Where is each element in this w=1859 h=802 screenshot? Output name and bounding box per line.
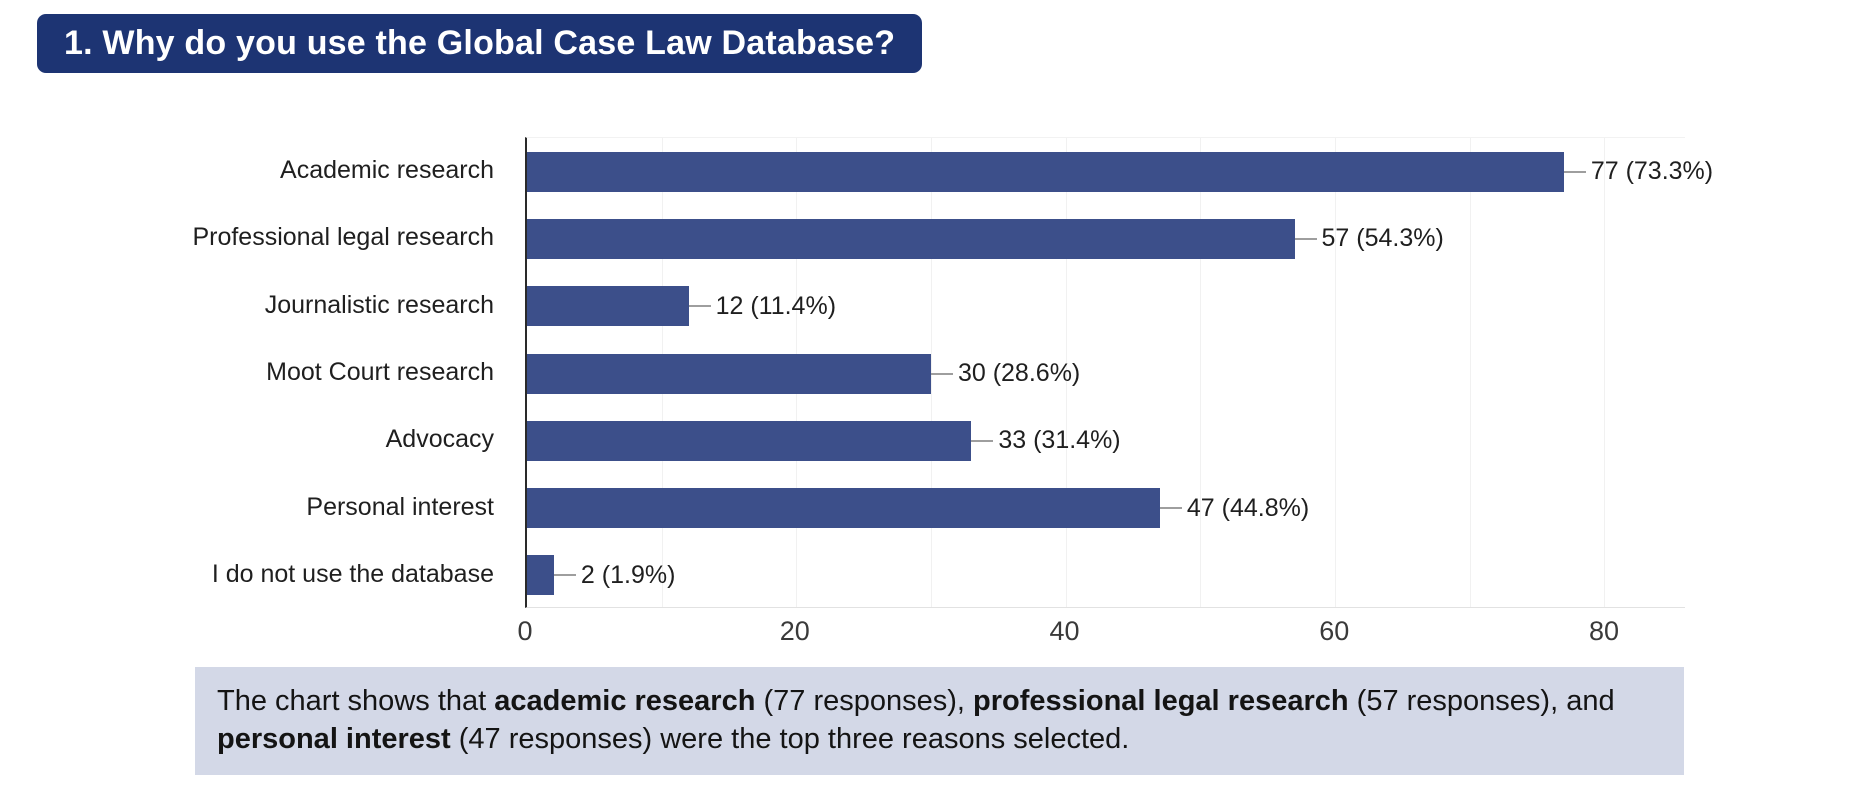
bar-row: 12 (11.4%) [527, 286, 1685, 327]
category-label: Personal interest [306, 492, 494, 521]
gridline [1469, 138, 1471, 607]
question-title-banner: 1. Why do you use the Global Case Law Da… [37, 14, 923, 73]
bar [527, 555, 554, 596]
category-label: I do not use the database [211, 559, 494, 588]
category-label: Journalistic research [264, 290, 494, 319]
category-label: Advocacy [385, 425, 494, 454]
leader-line [553, 574, 576, 577]
gridline [1604, 138, 1606, 607]
gridline [1200, 138, 1202, 607]
caption-text: The chart shows that academic research (… [217, 685, 1615, 755]
x-tick-label: 80 [1589, 616, 1620, 646]
bar [527, 151, 1564, 192]
bar-row: 77 (73.3%) [527, 151, 1713, 192]
bar [527, 286, 689, 327]
category-label: Professional legal research [192, 223, 494, 252]
value-label: 47 (44.8%) [1186, 493, 1310, 522]
leader-line [1159, 507, 1182, 510]
category-axis-labels: Academic research Professional legal rese… [0, 137, 509, 608]
value-label: 77 (73.3%) [1590, 157, 1714, 186]
leader-line [1294, 237, 1317, 240]
category-label: Moot Court research [266, 357, 494, 386]
bar-chart-plot-area: 77 (73.3%) 57 (54.3%) 12 (11.4%) 30 (28.6%)… [525, 137, 1713, 608]
bar-row: 33 (31.4%) [527, 420, 1685, 461]
value-label: 30 (28.6%) [957, 359, 1081, 387]
x-tick-label: 20 [779, 616, 810, 646]
value-label: 2 (1.9%) [580, 560, 676, 589]
bar-row: 57 (54.3%) [527, 218, 1685, 259]
gridline [1334, 138, 1336, 607]
leader-line [688, 305, 711, 308]
x-tick-label: 40 [1049, 616, 1080, 646]
bar-row: 47 (44.8%) [527, 488, 1685, 529]
value-label: 57 (54.3%) [1321, 224, 1444, 253]
bar-row: 30 (28.6%) [527, 353, 1685, 394]
bar [527, 420, 972, 461]
leader-line [971, 439, 994, 442]
bar [527, 353, 931, 394]
x-tick-label: 0 [517, 616, 533, 646]
bar [527, 488, 1160, 529]
gridline [1065, 138, 1067, 607]
question-title: 1. Why do you use the Global Case Law Da… [64, 24, 896, 62]
category-label: Academic research [280, 156, 494, 185]
leader-line [930, 372, 953, 375]
x-axis: 0 20 40 60 80 [517, 616, 1685, 656]
bar [527, 218, 1295, 259]
bar-row: 2 (1.9%) [527, 555, 1685, 596]
value-label: 12 (11.4%) [715, 291, 837, 320]
value-label: 33 (31.4%) [998, 426, 1121, 455]
leader-line [1563, 170, 1586, 173]
x-tick-label: 60 [1319, 616, 1350, 646]
caption-box: The chart shows that academic research (… [195, 667, 1684, 775]
